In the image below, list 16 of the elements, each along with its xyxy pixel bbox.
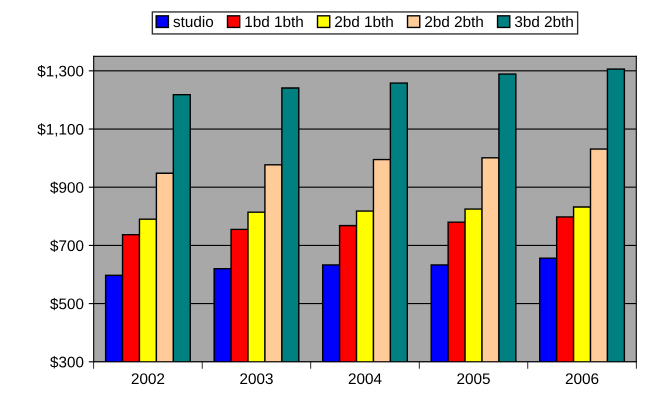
y-tick-label: $500 — [50, 298, 84, 310]
x-tick-label: 2006 — [566, 373, 598, 384]
y-tick-label: $900 — [50, 181, 84, 194]
y-tick-label: $300 — [50, 356, 84, 368]
x-tick-label: 2002 — [132, 373, 164, 384]
legend-label: 2bd 2bth — [425, 16, 483, 28]
y-tick-label: $1,100 — [37, 123, 84, 137]
x-tick-label: 2004 — [348, 373, 382, 384]
legend-label: 2bd 1bth — [335, 16, 393, 28]
x-tick-label: 2003 — [240, 373, 273, 384]
legend-label: studio — [173, 16, 214, 28]
y-tick-label: $1,300 — [37, 65, 84, 78]
x-tick-label: 2005 — [457, 373, 490, 384]
y-tick-label: $700 — [50, 240, 84, 252]
legend-label: 1bd 1bth — [245, 16, 303, 28]
legend-label: 3bd 2bth — [514, 16, 573, 28]
